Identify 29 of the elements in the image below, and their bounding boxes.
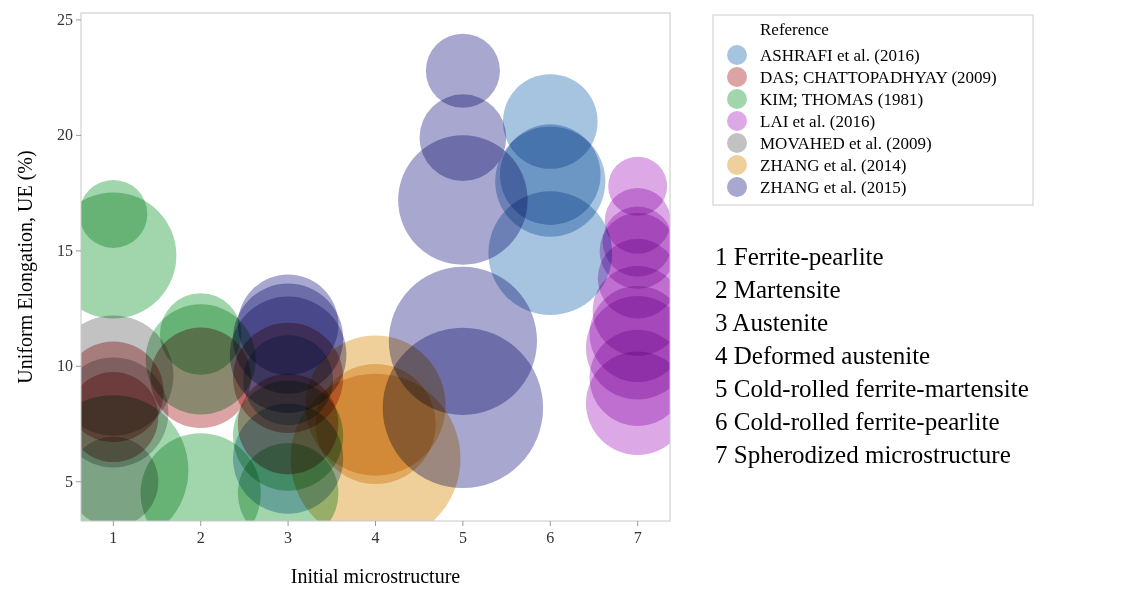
text: 2 Martensite: [715, 276, 841, 303]
legend-label: KIM; THOMAS (1981): [760, 90, 924, 109]
x-tick-label: 1: [109, 529, 118, 546]
x-tick-label: 7: [633, 529, 642, 546]
legend-label: LAI et al. (2016): [760, 112, 876, 131]
x-tick-label: 5: [458, 529, 467, 546]
legend-label: ASHRAFI et al. (2016): [760, 46, 920, 65]
text: 6 Cold-rolled ferrite-pearlite: [715, 408, 1000, 435]
x-tick-label: 2: [196, 529, 205, 546]
legend-label: DAS; CHATTOPADHYAY (2009): [760, 68, 997, 87]
legend-label: MOVAHED et al. (2009): [760, 134, 932, 153]
y-tick-label: 10: [57, 357, 73, 375]
x-axis-title: Initial microstructure: [290, 565, 461, 587]
y-tick-label: 25: [57, 10, 73, 28]
text: 5 Cold-rolled ferrite-martensite: [715, 375, 1029, 402]
y-tick-label: 15: [57, 241, 73, 259]
text: 4 Deformed austenite: [715, 342, 931, 369]
x-tick-label: 3: [284, 529, 293, 546]
text: 1 Ferrite-pearlite: [715, 243, 884, 270]
text: 3 Austenite: [715, 309, 829, 336]
legend-label: ZHANG et al. (2015): [760, 178, 907, 197]
legend-label: ZHANG et al. (2014): [760, 156, 907, 175]
x-tick-label: 6: [546, 529, 555, 546]
y-axis-title: Uniform Elongation, UE (%): [14, 150, 37, 384]
text: 7 Spherodized microstructure: [715, 441, 1011, 468]
x-tick-label: 4: [371, 529, 380, 546]
y-tick-label: 20: [57, 126, 73, 144]
y-tick-label: 5: [65, 472, 73, 490]
legend-title: Reference: [760, 20, 829, 39]
